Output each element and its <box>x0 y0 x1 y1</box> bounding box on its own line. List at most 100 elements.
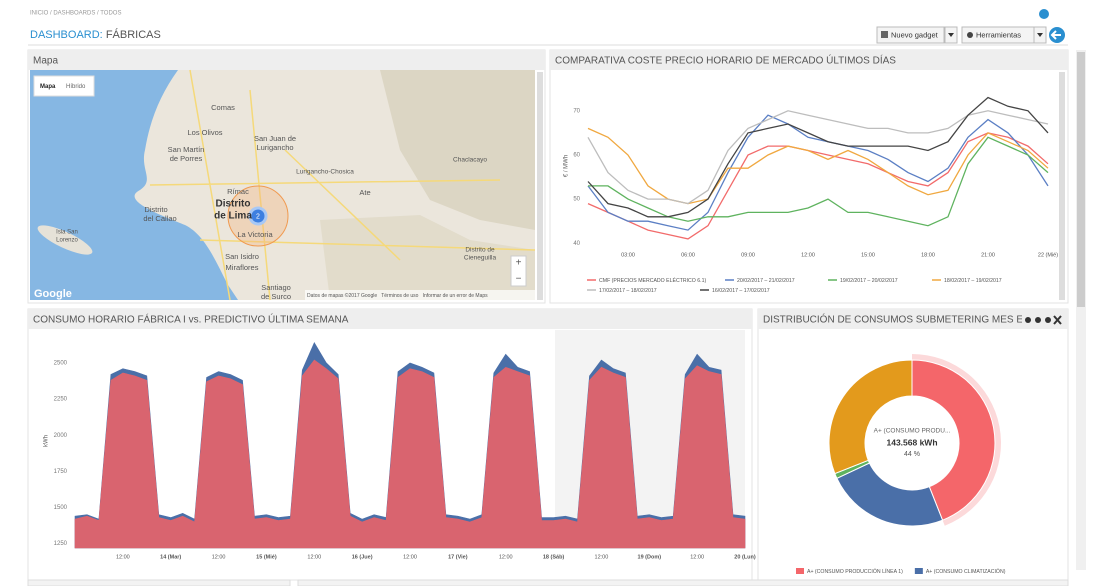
dashboard: INICIO / DASHBOARDS / TODOS DASHBOARD: F… <box>0 0 1094 586</box>
map-label: de Lima <box>214 211 252 222</box>
map-label: La Victoria <box>237 230 273 239</box>
zoom-out[interactable]: − <box>516 274 522 285</box>
y-tick-label: 1250 <box>54 541 68 547</box>
x-tick-label: 14 (Mar) <box>160 554 181 560</box>
button-new-gadget[interactable]: Nuevo gadget <box>877 27 944 43</box>
map-tab[interactable]: Mapa <box>40 84 56 90</box>
x-tick-label: 18:00 <box>921 252 935 258</box>
help-icon[interactable] <box>1039 9 1049 19</box>
scroll-thumb[interactable] <box>1077 52 1085 307</box>
y-tick-label: 2000 <box>54 433 68 439</box>
x-tick-label: 15:00 <box>861 252 875 258</box>
map-label: Santiago <box>261 283 291 292</box>
y-tick-label: 2500 <box>54 360 68 366</box>
center-value: 143.568 kWh <box>886 437 937 447</box>
map[interactable]: 2 Mapa Híbrido Comas Los Olivos San Juan… <box>30 70 535 301</box>
y-tick-label: 40 <box>573 241 580 247</box>
y-tick-label: 2250 <box>54 397 68 403</box>
x-tick-label: 16 (Jue) <box>352 554 373 560</box>
next-panel <box>28 580 290 586</box>
x-tick-label: 12:00 <box>595 554 609 560</box>
map-label: de Porres <box>170 154 203 163</box>
panel-scrollbar[interactable] <box>1059 72 1065 300</box>
panel-tools[interactable] <box>1022 315 1062 325</box>
panel-title: CONSUMO HORARIO FÁBRICA I vs. PREDICTIVO… <box>33 313 349 326</box>
map-label: Isla San <box>56 230 78 236</box>
map-label: Ate <box>359 188 370 197</box>
map-label: Distrito <box>144 205 167 214</box>
next-panel <box>298 580 1068 586</box>
x-tick-label: 03:00 <box>621 252 635 258</box>
map-tab[interactable]: Híbrido <box>66 84 86 90</box>
map-label: San Martín <box>168 145 205 154</box>
center-label: A+ (CONSUMO PRODU... <box>874 428 951 435</box>
x-tick-label: 06:00 <box>681 252 695 258</box>
header-title: FÁBRICAS <box>106 28 161 41</box>
map-label: Cieneguilla <box>464 255 497 262</box>
x-tick-label: 15 (Mié) <box>256 554 277 560</box>
map-label: Miraflores <box>226 263 259 272</box>
map-label: del Callao <box>143 214 176 223</box>
x-tick-label: 20 (Lun) <box>734 554 756 560</box>
map-label: Chaclacayo <box>453 157 487 164</box>
breadcrumb[interactable]: INICIO / DASHBOARDS / TODOS <box>30 11 121 17</box>
x-tick-label: 17 (Vie) <box>448 554 468 560</box>
map-label: Distrito de <box>465 247 495 254</box>
legend-swatch <box>915 568 923 574</box>
legend-label[interactable]: 20/02/2017 – 21/02/2017 <box>737 278 795 284</box>
map-attribution[interactable]: Datos de mapas ©2017 Google Términos de … <box>307 292 488 299</box>
panel-title: COMPARATIVA COSTE PRECIO HORARIO DE MERC… <box>555 54 896 67</box>
button-tools-dropdown[interactable] <box>1034 27 1046 43</box>
x-tick-label: 12:00 <box>116 554 130 560</box>
button-label: Herramientas <box>976 30 1021 39</box>
map-label: Comas <box>211 103 235 112</box>
x-tick-label: 12:00 <box>403 554 417 560</box>
x-tick-label: 12:00 <box>212 554 226 560</box>
x-tick-label: 12:00 <box>307 554 321 560</box>
y-axis-label: € / MWh <box>564 155 570 177</box>
map-label: Rímac <box>227 187 249 196</box>
map-label: Los Olivos <box>187 128 222 137</box>
map-label: Lorenzo <box>56 238 78 244</box>
page: INICIO / DASHBOARDS / TODOS DASHBOARD: F… <box>0 0 1094 586</box>
button-tools[interactable]: Herramientas <box>962 27 1034 43</box>
legend-swatch <box>796 568 804 574</box>
legend-label[interactable]: 18/02/2017 – 19/02/2017 <box>944 278 1002 284</box>
map-label: de Surco <box>261 292 291 301</box>
button-dropdown[interactable] <box>945 27 957 43</box>
x-tick-label: 12:00 <box>801 252 815 258</box>
legend-label[interactable]: A+ (CONSUMO PRODUCCIÓN LÍNEA 1) <box>807 568 903 575</box>
legend-label[interactable]: 16/02/2017 – 17/02/2017 <box>712 288 770 294</box>
x-tick-label: 12:00 <box>499 554 513 560</box>
x-tick-label: 21:00 <box>981 252 995 258</box>
map-label: Lurigancho <box>256 143 293 152</box>
panel-title: Mapa <box>33 56 58 67</box>
map-cluster[interactable]: 2 <box>256 213 260 220</box>
header-label: DASHBOARD: <box>30 29 103 41</box>
x-tick-label: 18 (Sáb) <box>543 554 565 560</box>
x-tick-label: 22 (Mié) <box>1038 252 1058 258</box>
x-tick-label: 19 (Dom) <box>638 554 662 560</box>
y-tick-label: 1500 <box>54 505 68 511</box>
panel-title: DISTRIBUCIÓN DE CONSUMOS SUBMETERING MES… <box>763 313 1030 326</box>
legend-label[interactable]: 19/02/2017 – 20/02/2017 <box>840 278 898 284</box>
map-logo: Google <box>34 288 72 300</box>
y-tick-label: 60 <box>573 153 580 159</box>
panel-scrollbar[interactable] <box>537 72 543 300</box>
price-panel <box>550 50 1068 303</box>
zoom-in[interactable]: + <box>516 258 522 269</box>
panel-title-bar <box>28 50 545 70</box>
x-tick-label: 12:00 <box>690 554 704 560</box>
y-axis-label: kWh <box>44 435 50 447</box>
legend-label[interactable]: CMF (PRECIOS MERCADO ELÉCTRICO 6.1) <box>599 277 706 284</box>
y-tick-label: 50 <box>573 197 580 203</box>
legend-label[interactable]: 17/02/2017 – 18/02/2017 <box>599 288 657 294</box>
page-header: DASHBOARD: FÁBRICAS <box>30 28 161 41</box>
map-label: San Isidro <box>225 252 259 261</box>
map-label: Lurigancho-Chosica <box>296 169 354 176</box>
value-label: 44 % <box>904 451 920 458</box>
map-label: Distrito <box>216 199 251 210</box>
legend-label[interactable]: A+ (CONSUMO CLIMATIZACIÓN) <box>926 568 1006 575</box>
map-label: San Juan de <box>254 134 296 143</box>
x-tick-label: 09:00 <box>741 252 755 258</box>
